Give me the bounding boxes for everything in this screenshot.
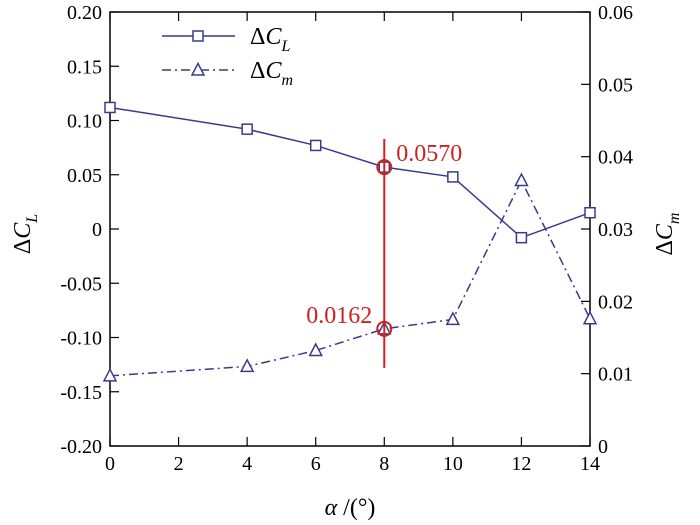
data-point-delta-cm [239, 358, 255, 373]
right-tick-label: 0 [598, 436, 608, 458]
right-tick-label: 0.02 [598, 291, 633, 313]
x-axis-unit: /(°) [337, 495, 375, 521]
legend-delta-cl-marker [192, 30, 204, 42]
data-point-delta-cm [308, 342, 323, 357]
data-point-delta-cl [584, 206, 596, 219]
data-point-delta-cl [241, 123, 253, 135]
left-tick-label: 0.10 [67, 111, 102, 133]
left-tick-label: 0.15 [67, 56, 102, 78]
right-axis-title-var: C [652, 223, 678, 240]
x-tick-label: 6 [311, 453, 321, 475]
legend-delta-cm-label: ΔCm [250, 58, 293, 89]
left-tick-label: 0.05 [67, 165, 102, 187]
left-tick-label: 0 [92, 219, 102, 241]
legend-delta-cm-label-sub: m [281, 72, 293, 89]
plot-frame [109, 11, 591, 447]
legend-delta-cm-label-var: C [265, 58, 282, 84]
series-line-delta-cm [109, 178, 591, 377]
legend-delta-cm-marker [190, 61, 206, 76]
right-tick-label: 0.04 [598, 147, 633, 169]
x-axis-title: α /(°) [325, 495, 376, 521]
right-tick-label: 0.05 [598, 74, 633, 96]
right-tick-label: 0.01 [598, 364, 633, 386]
data-point-delta-cm [102, 367, 118, 382]
left-tick-label: -0.10 [60, 328, 102, 350]
x-tick-label: 4 [242, 453, 252, 475]
data-point-delta-cl [104, 101, 116, 114]
data-point-delta-cl [309, 139, 322, 152]
x-axis-symbol: α [325, 495, 338, 521]
right-axis-title: ΔCm [652, 212, 683, 255]
legend-delta-cl-label-var: C [265, 24, 282, 50]
axes: 0 2 4 6 8 10 12 14 -0.20 -0.15 -0.10 -0.05 0 0.05 0.10… [60, 2, 633, 475]
left-tick-label: 0.20 [67, 2, 102, 24]
data-point-delta-cm [514, 172, 529, 187]
right-tick-label: 0.03 [598, 219, 633, 241]
x-tick-label: 8 [379, 453, 389, 475]
x-tick-label: 2 [174, 453, 184, 475]
annotations: 0.0570 0.0162 [306, 138, 462, 368]
x-tick-label: 14 [580, 453, 600, 475]
x-tick-label: 12 [511, 453, 531, 475]
left-axis-title-var: C [10, 222, 36, 239]
series-line-delta-cl [109, 106, 591, 239]
annotation-label: 0.0570 [396, 141, 462, 167]
left-tick-label: -0.05 [60, 273, 102, 295]
legend-delta-cl-label: ΔCL [250, 24, 290, 55]
left-tick-label: -0.15 [60, 382, 102, 404]
data-point-delta-cm [582, 310, 598, 325]
right-tick-label: 0.06 [598, 2, 633, 24]
highlight-circle [376, 320, 393, 337]
left-axis-title-sub: L [24, 214, 41, 224]
left-axis-title: ΔCL [10, 214, 41, 254]
x-tick-label: 0 [105, 453, 115, 475]
right-axis-title-delta: Δ [652, 240, 678, 255]
data-point-delta-cl [447, 171, 459, 183]
data-point-delta-cl [515, 231, 528, 244]
right-axis-title-sub: m [666, 212, 683, 224]
highlight-circle [376, 159, 393, 176]
legend-delta-cm-label-delta: Δ [250, 58, 265, 84]
left-axis-title-delta: Δ [10, 239, 36, 254]
legend-delta-cl-label-sub: L [280, 38, 290, 55]
series-layer [102, 101, 598, 382]
left-tick-label: -0.20 [60, 436, 102, 458]
data-point-delta-cm [445, 311, 461, 326]
x-tick-label: 10 [443, 453, 463, 475]
annotation-label: 0.0162 [306, 303, 372, 329]
legend-delta-cl-label-delta: Δ [250, 24, 265, 50]
